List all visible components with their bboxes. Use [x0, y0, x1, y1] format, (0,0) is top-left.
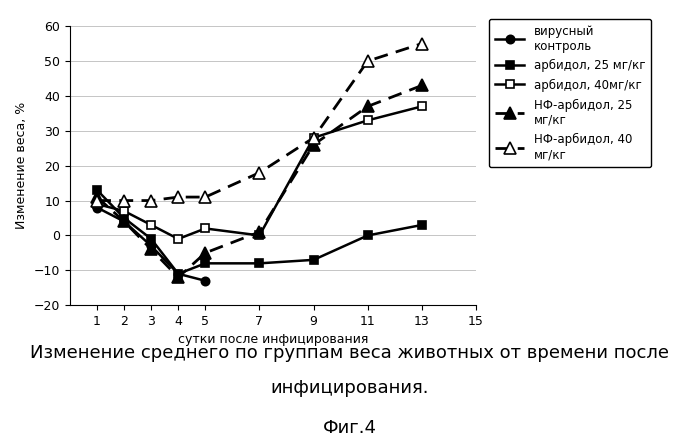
- арбидол, 40мг/кг: [120, 208, 128, 214]
- арбидол, 40мг/кг: [174, 236, 183, 242]
- НФ-арбидол, 25
мг/кг: [201, 250, 209, 255]
- вирусный
контроль: [174, 271, 183, 276]
- арбидол, 25 мг/кг: [418, 222, 426, 228]
- НФ-арбидол, 25
мг/кг: [256, 229, 264, 235]
- арбидол, 40мг/кг: [256, 233, 264, 238]
- арбидол, 40мг/кг: [93, 201, 102, 207]
- Legend: вирусный
контроль, арбидол, 25 мг/кг, арбидол, 40мг/кг, НФ-арбидол, 25
мг/кг, НФ: вирусный контроль, арбидол, 25 мг/кг, ар…: [489, 19, 651, 167]
- арбидол, 25 мг/кг: [147, 236, 155, 242]
- НФ-арбидол, 25
мг/кг: [363, 104, 372, 109]
- Text: инфицирования.: инфицирования.: [271, 379, 429, 397]
- вирусный
контроль: [93, 205, 102, 210]
- вирусный
контроль: [120, 219, 128, 224]
- Y-axis label: Изменение веса, %: Изменение веса, %: [15, 102, 28, 229]
- арбидол, 25 мг/кг: [363, 233, 372, 238]
- НФ-арбидол, 40
мг/кг: [201, 194, 209, 200]
- НФ-арбидол, 40
мг/кг: [418, 41, 426, 46]
- X-axis label: сутки после инфицирования: сутки после инфицирования: [178, 334, 368, 347]
- НФ-арбидол, 40
мг/кг: [147, 198, 155, 203]
- арбидол, 40мг/кг: [147, 222, 155, 228]
- арбидол, 25 мг/кг: [256, 261, 264, 266]
- арбидол, 40мг/кг: [201, 226, 209, 231]
- НФ-арбидол, 25
мг/кг: [174, 275, 183, 280]
- НФ-арбидол, 25
мг/кг: [120, 219, 128, 224]
- Text: Фиг.4: Фиг.4: [323, 419, 377, 436]
- арбидол, 25 мг/кг: [174, 271, 183, 276]
- НФ-арбидол, 25
мг/кг: [93, 194, 102, 200]
- арбидол, 25 мг/кг: [309, 257, 318, 262]
- Line: вирусный
контроль: вирусный контроль: [93, 203, 209, 285]
- НФ-арбидол, 40
мг/кг: [93, 198, 102, 203]
- арбидол, 25 мг/кг: [93, 187, 102, 193]
- НФ-арбидол, 40
мг/кг: [174, 194, 183, 200]
- НФ-арбидол, 40
мг/кг: [309, 135, 318, 140]
- НФ-арбидол, 25
мг/кг: [147, 247, 155, 252]
- НФ-арбидол, 25
мг/кг: [418, 83, 426, 88]
- НФ-арбидол, 40
мг/кг: [363, 58, 372, 64]
- арбидол, 25 мг/кг: [201, 261, 209, 266]
- вирусный
контроль: [201, 278, 209, 283]
- НФ-арбидол, 25
мг/кг: [309, 142, 318, 147]
- Line: арбидол, 40мг/кг: арбидол, 40мг/кг: [93, 102, 426, 243]
- вирусный
контроль: [147, 243, 155, 249]
- НФ-арбидол, 40
мг/кг: [120, 198, 128, 203]
- арбидол, 25 мг/кг: [120, 215, 128, 221]
- Line: НФ-арбидол, 25
мг/кг: НФ-арбидол, 25 мг/кг: [92, 80, 428, 283]
- НФ-арбидол, 40
мг/кг: [256, 170, 264, 175]
- Line: арбидол, 25 мг/кг: арбидол, 25 мг/кг: [93, 186, 426, 278]
- Line: НФ-арбидол, 40
мг/кг: НФ-арбидол, 40 мг/кг: [92, 38, 428, 206]
- арбидол, 40мг/кг: [363, 118, 372, 123]
- арбидол, 40мг/кг: [309, 135, 318, 140]
- Text: Изменение среднего по группам веса животных от времени после: Изменение среднего по группам веса живот…: [31, 344, 669, 362]
- арбидол, 40мг/кг: [418, 104, 426, 109]
